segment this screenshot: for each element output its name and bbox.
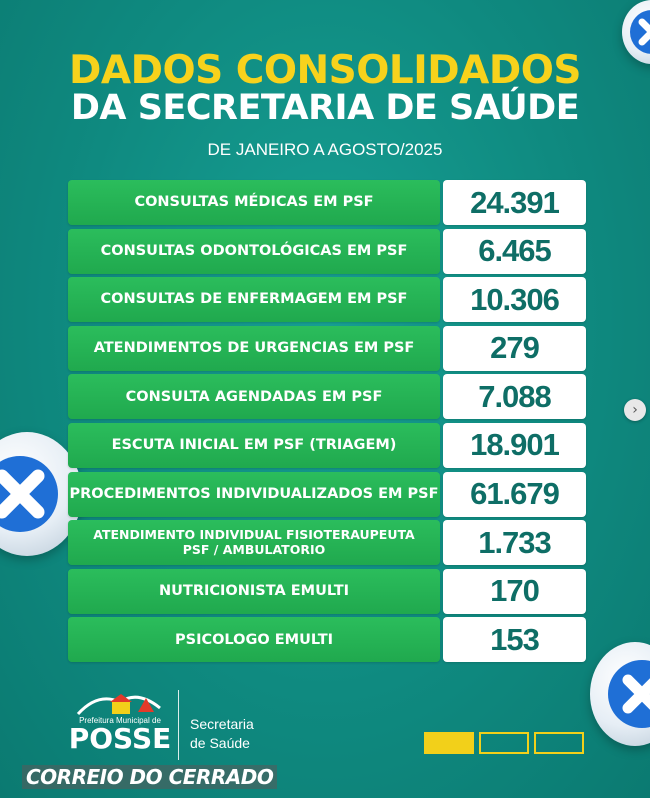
page-indicator[interactable]: [479, 732, 529, 754]
secretaria-text-line1: Secretaria: [190, 716, 254, 732]
x-ball-decoration-left: [0, 432, 82, 556]
page-indicator[interactable]: [534, 732, 584, 754]
table-row: NUTRICIONISTA EMULTI 170: [68, 568, 586, 614]
page-indicator-active[interactable]: [424, 732, 474, 754]
row-label: CONSULTAS MÉDICAS EM PSF: [68, 180, 440, 225]
posse-emblem-icon: [76, 694, 161, 716]
page-title-line1: DADOS CONSOLIDADOS: [69, 48, 581, 93]
row-value: 18.901: [443, 422, 586, 468]
logo-name-text: POSSE: [68, 722, 172, 755]
row-label: CONSULTAS ODONTOLÓGICAS EM PSF: [68, 228, 440, 274]
row-value: 153: [443, 617, 586, 663]
table-row: ATENDIMENTO INDIVIDUAL FISIOTERAUPEUTA P…: [68, 520, 586, 566]
row-value: 61.679: [443, 471, 586, 517]
row-label: ATENDIMENTOS DE URGENCIAS EM PSF: [68, 325, 440, 371]
carousel-next-button[interactable]: ›: [624, 399, 646, 421]
row-label: ATENDIMENTO INDIVIDUAL FISIOTERAUPEUTA P…: [68, 520, 440, 566]
table-row: ATENDIMENTOS DE URGENCIAS EM PSF 279: [68, 325, 586, 371]
row-label: PROCEDIMENTOS INDIVIDUALIZADOS EM PSF: [68, 471, 440, 517]
table-row: CONSULTA AGENDADAS EM PSF 7.088: [68, 374, 586, 420]
row-value: 10.306: [443, 277, 586, 323]
row-value: 6.465: [443, 228, 586, 274]
stats-table: CONSULTAS MÉDICAS EM PSF 24.391 CONSULTA…: [68, 180, 586, 666]
table-row: PROCEDIMENTOS INDIVIDUALIZADOS EM PSF 61…: [68, 471, 586, 517]
table-row: CONSULTAS MÉDICAS EM PSF 24.391: [68, 180, 586, 225]
prefeitura-logo: Prefeitura Municipal de POSSE: [68, 688, 188, 783]
watermark: CORREIO DO CERRADO: [22, 765, 278, 789]
x-ball-decoration-bottom-right: [590, 642, 650, 746]
x-ball-decoration-top-right: [622, 0, 650, 64]
row-label: ESCUTA INICIAL EM PSF (TRIAGEM): [68, 422, 440, 468]
row-value: 170: [443, 568, 586, 614]
row-value: 7.088: [443, 374, 586, 420]
table-row: CONSULTAS DE ENFERMAGEM EM PSF 10.306: [68, 277, 586, 323]
page-title-line2: DA SECRETARIA DE SAÚDE: [70, 88, 580, 128]
logo-prefix-text: Prefeitura Municipal de: [79, 716, 161, 725]
footer-divider: [178, 690, 179, 760]
row-label: PSICOLOGO EMULTI: [68, 617, 440, 663]
chevron-right-icon: ›: [632, 402, 638, 418]
row-label: NUTRICIONISTA EMULTI: [68, 568, 440, 614]
table-row: ESCUTA INICIAL EM PSF (TRIAGEM) 18.901: [68, 422, 586, 468]
period-subtitle: DE JANEIRO A AGOSTO/2025: [207, 140, 443, 159]
table-row: CONSULTAS ODONTOLÓGICAS EM PSF 6.465: [68, 228, 586, 274]
row-value: 24.391: [443, 180, 586, 225]
table-row: PSICOLOGO EMULTI 153: [68, 617, 586, 663]
secretaria-text-line2: de Saúde: [190, 735, 250, 751]
row-value: 279: [443, 325, 586, 371]
row-label: CONSULTAS DE ENFERMAGEM EM PSF: [68, 277, 440, 323]
row-label: CONSULTA AGENDADAS EM PSF: [68, 374, 440, 420]
row-value: 1.733: [443, 520, 586, 566]
